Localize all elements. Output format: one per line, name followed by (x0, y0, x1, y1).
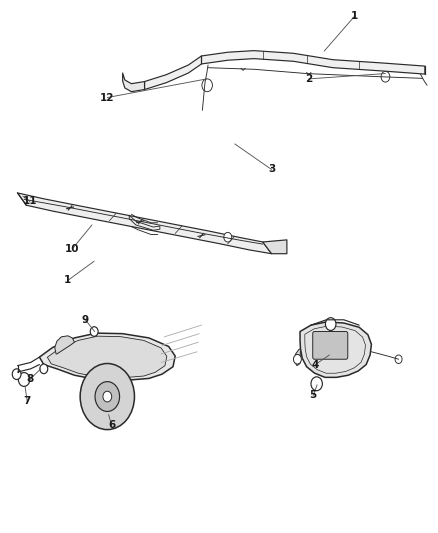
Text: 6: 6 (108, 421, 115, 430)
Circle shape (103, 391, 112, 402)
Text: 11: 11 (22, 197, 37, 206)
Circle shape (381, 71, 390, 82)
FancyBboxPatch shape (313, 332, 348, 359)
Circle shape (80, 364, 134, 430)
Circle shape (12, 369, 21, 379)
Text: 2: 2 (305, 74, 312, 84)
Text: 1: 1 (64, 276, 71, 285)
Text: 4: 4 (312, 360, 319, 369)
Polygon shape (300, 322, 371, 377)
Text: 3: 3 (268, 165, 275, 174)
Circle shape (40, 364, 48, 374)
Text: 8: 8 (26, 375, 33, 384)
Circle shape (224, 232, 232, 242)
Polygon shape (55, 336, 74, 354)
Polygon shape (18, 193, 272, 254)
Polygon shape (263, 240, 287, 254)
Text: 9: 9 (82, 315, 89, 325)
Circle shape (325, 318, 336, 330)
Circle shape (293, 354, 301, 364)
Polygon shape (123, 73, 145, 92)
Circle shape (90, 327, 98, 336)
Circle shape (202, 79, 212, 92)
Text: 10: 10 (65, 244, 80, 254)
Polygon shape (294, 349, 300, 366)
Text: 5: 5 (310, 391, 317, 400)
Circle shape (311, 377, 322, 391)
Polygon shape (39, 333, 175, 381)
Polygon shape (201, 51, 425, 74)
Text: 12: 12 (100, 93, 115, 102)
Polygon shape (145, 56, 201, 90)
Circle shape (18, 373, 30, 386)
Circle shape (395, 355, 402, 364)
Text: 1: 1 (351, 11, 358, 21)
Circle shape (95, 382, 120, 411)
Polygon shape (47, 336, 167, 378)
Text: 7: 7 (24, 396, 31, 406)
